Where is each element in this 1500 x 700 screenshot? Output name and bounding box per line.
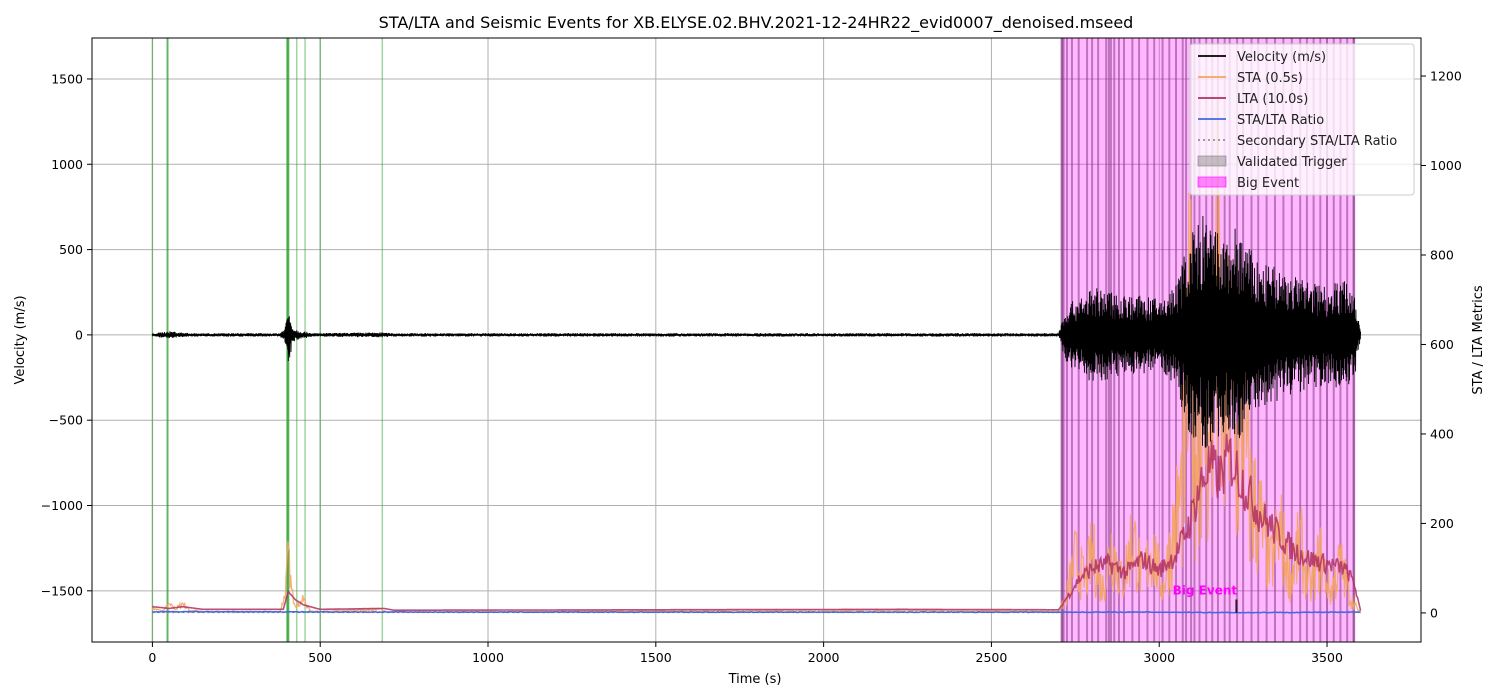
y-axis-right-label: STA / LTA Metrics (1471, 285, 1486, 395)
y-left-tick-label: 1000 (51, 157, 83, 172)
y-left-tick-label: 500 (59, 242, 83, 257)
legend-box (1189, 43, 1415, 196)
legend-label: Big Event (1237, 176, 1299, 191)
y-right-tick-label: 1000 (1430, 158, 1462, 173)
y-right-tick-label: 600 (1430, 337, 1454, 352)
y-left-tick-label: −1000 (41, 498, 83, 513)
x-tick-label: 3000 (1143, 650, 1175, 665)
y-left-tick-label: 1500 (51, 71, 83, 86)
velocity-line (151, 215, 1362, 448)
y-right-tick-label: 400 (1430, 426, 1454, 441)
x-tick-label: 500 (308, 650, 332, 665)
y-right-tick-label: 800 (1430, 247, 1454, 262)
x-tick-label: 3500 (1311, 650, 1343, 665)
lta-line (152, 433, 1362, 611)
x-tick-label: 1000 (472, 650, 504, 665)
x-tick-label: 2000 (808, 650, 840, 665)
legend-swatch (1197, 155, 1227, 167)
x-tick-label: 0 (148, 650, 156, 665)
legend-swatch (1197, 176, 1227, 188)
y-right-tick-label: 1200 (1430, 69, 1462, 84)
legend-label: Secondary STA/LTA Ratio (1237, 134, 1397, 149)
chart-title: STA/LTA and Seismic Events for XB.ELYSE.… (379, 13, 1134, 33)
sta-lta-ratio-line (152, 610, 1361, 614)
legend-label: Validated Trigger (1237, 155, 1347, 170)
y-left-tick-label: −1500 (41, 583, 83, 598)
legend-label: Velocity (m/s) (1237, 50, 1326, 65)
x-axis-label: Time (s) (728, 672, 782, 687)
legend-label: STA (0.5s) (1237, 71, 1303, 86)
y-right-tick-label: 200 (1430, 516, 1454, 531)
y-left-tick-label: 0 (75, 327, 83, 342)
axes-frame (91, 37, 1422, 643)
x-tick-label: 2500 (976, 650, 1008, 665)
legend-label: STA/LTA Ratio (1237, 113, 1324, 128)
plot-area (151, 38, 1362, 642)
legend-label: LTA (10.0s) (1237, 92, 1308, 107)
big-event-label: Big Event (1173, 584, 1238, 598)
y-axis-left-label: Velocity (m/s) (13, 295, 28, 384)
y-right-tick-label: 0 (1430, 605, 1438, 620)
x-tick-label: 1500 (640, 650, 672, 665)
y-left-tick-label: −500 (49, 413, 83, 428)
